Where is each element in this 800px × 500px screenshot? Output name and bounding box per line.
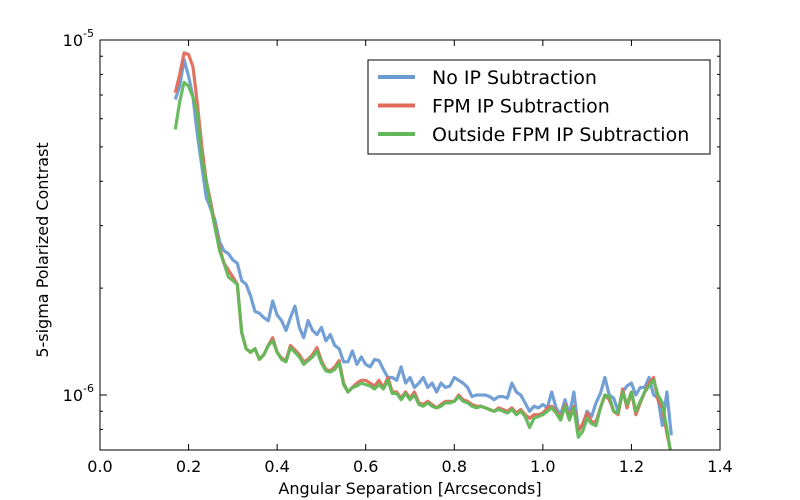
y-axis-label: 5-sigma Polarized Contrast bbox=[33, 142, 52, 357]
y-tick-label: 10-5 bbox=[63, 27, 94, 50]
plot-frame bbox=[99, 39, 721, 451]
x-axis-label: Angular Separation [Arcseconds] bbox=[278, 479, 541, 498]
series-line-3 bbox=[173, 80, 672, 450]
series-layer bbox=[173, 51, 673, 450]
legend-label-3: Outside FPM IP Subtraction bbox=[432, 124, 689, 146]
x-tick-label: 0.8 bbox=[442, 457, 467, 476]
x-tick-label: 0.0 bbox=[87, 457, 112, 476]
x-tick-label: 1.2 bbox=[619, 457, 644, 476]
axes-layer: 0.0 0.2 0.4 0.6 0.8 1.0 1.2 1.410-610-5 bbox=[63, 27, 733, 476]
x-tick-label: 1.0 bbox=[530, 457, 555, 476]
x-tick-label: 0.4 bbox=[264, 457, 289, 476]
y-tick-exponent: -6 bbox=[83, 382, 94, 395]
x-tick-label: 0.6 bbox=[353, 457, 378, 476]
y-tick-base: 10 bbox=[63, 31, 83, 50]
y-tick-exponent: -5 bbox=[83, 27, 94, 40]
y-tick-base: 10 bbox=[63, 386, 83, 405]
legend-label-1: No IP Subtraction bbox=[432, 67, 597, 89]
x-tick-label: 0.2 bbox=[176, 457, 201, 476]
legend-box bbox=[367, 59, 711, 155]
x-tick-label: 1.4 bbox=[707, 457, 732, 476]
legend-label-2: FPM IP Subtraction bbox=[432, 96, 610, 118]
y-tick-label: 10-6 bbox=[63, 382, 94, 405]
legend: No IP Subtraction FPM IP Subtraction Outsi… bbox=[367, 59, 711, 155]
